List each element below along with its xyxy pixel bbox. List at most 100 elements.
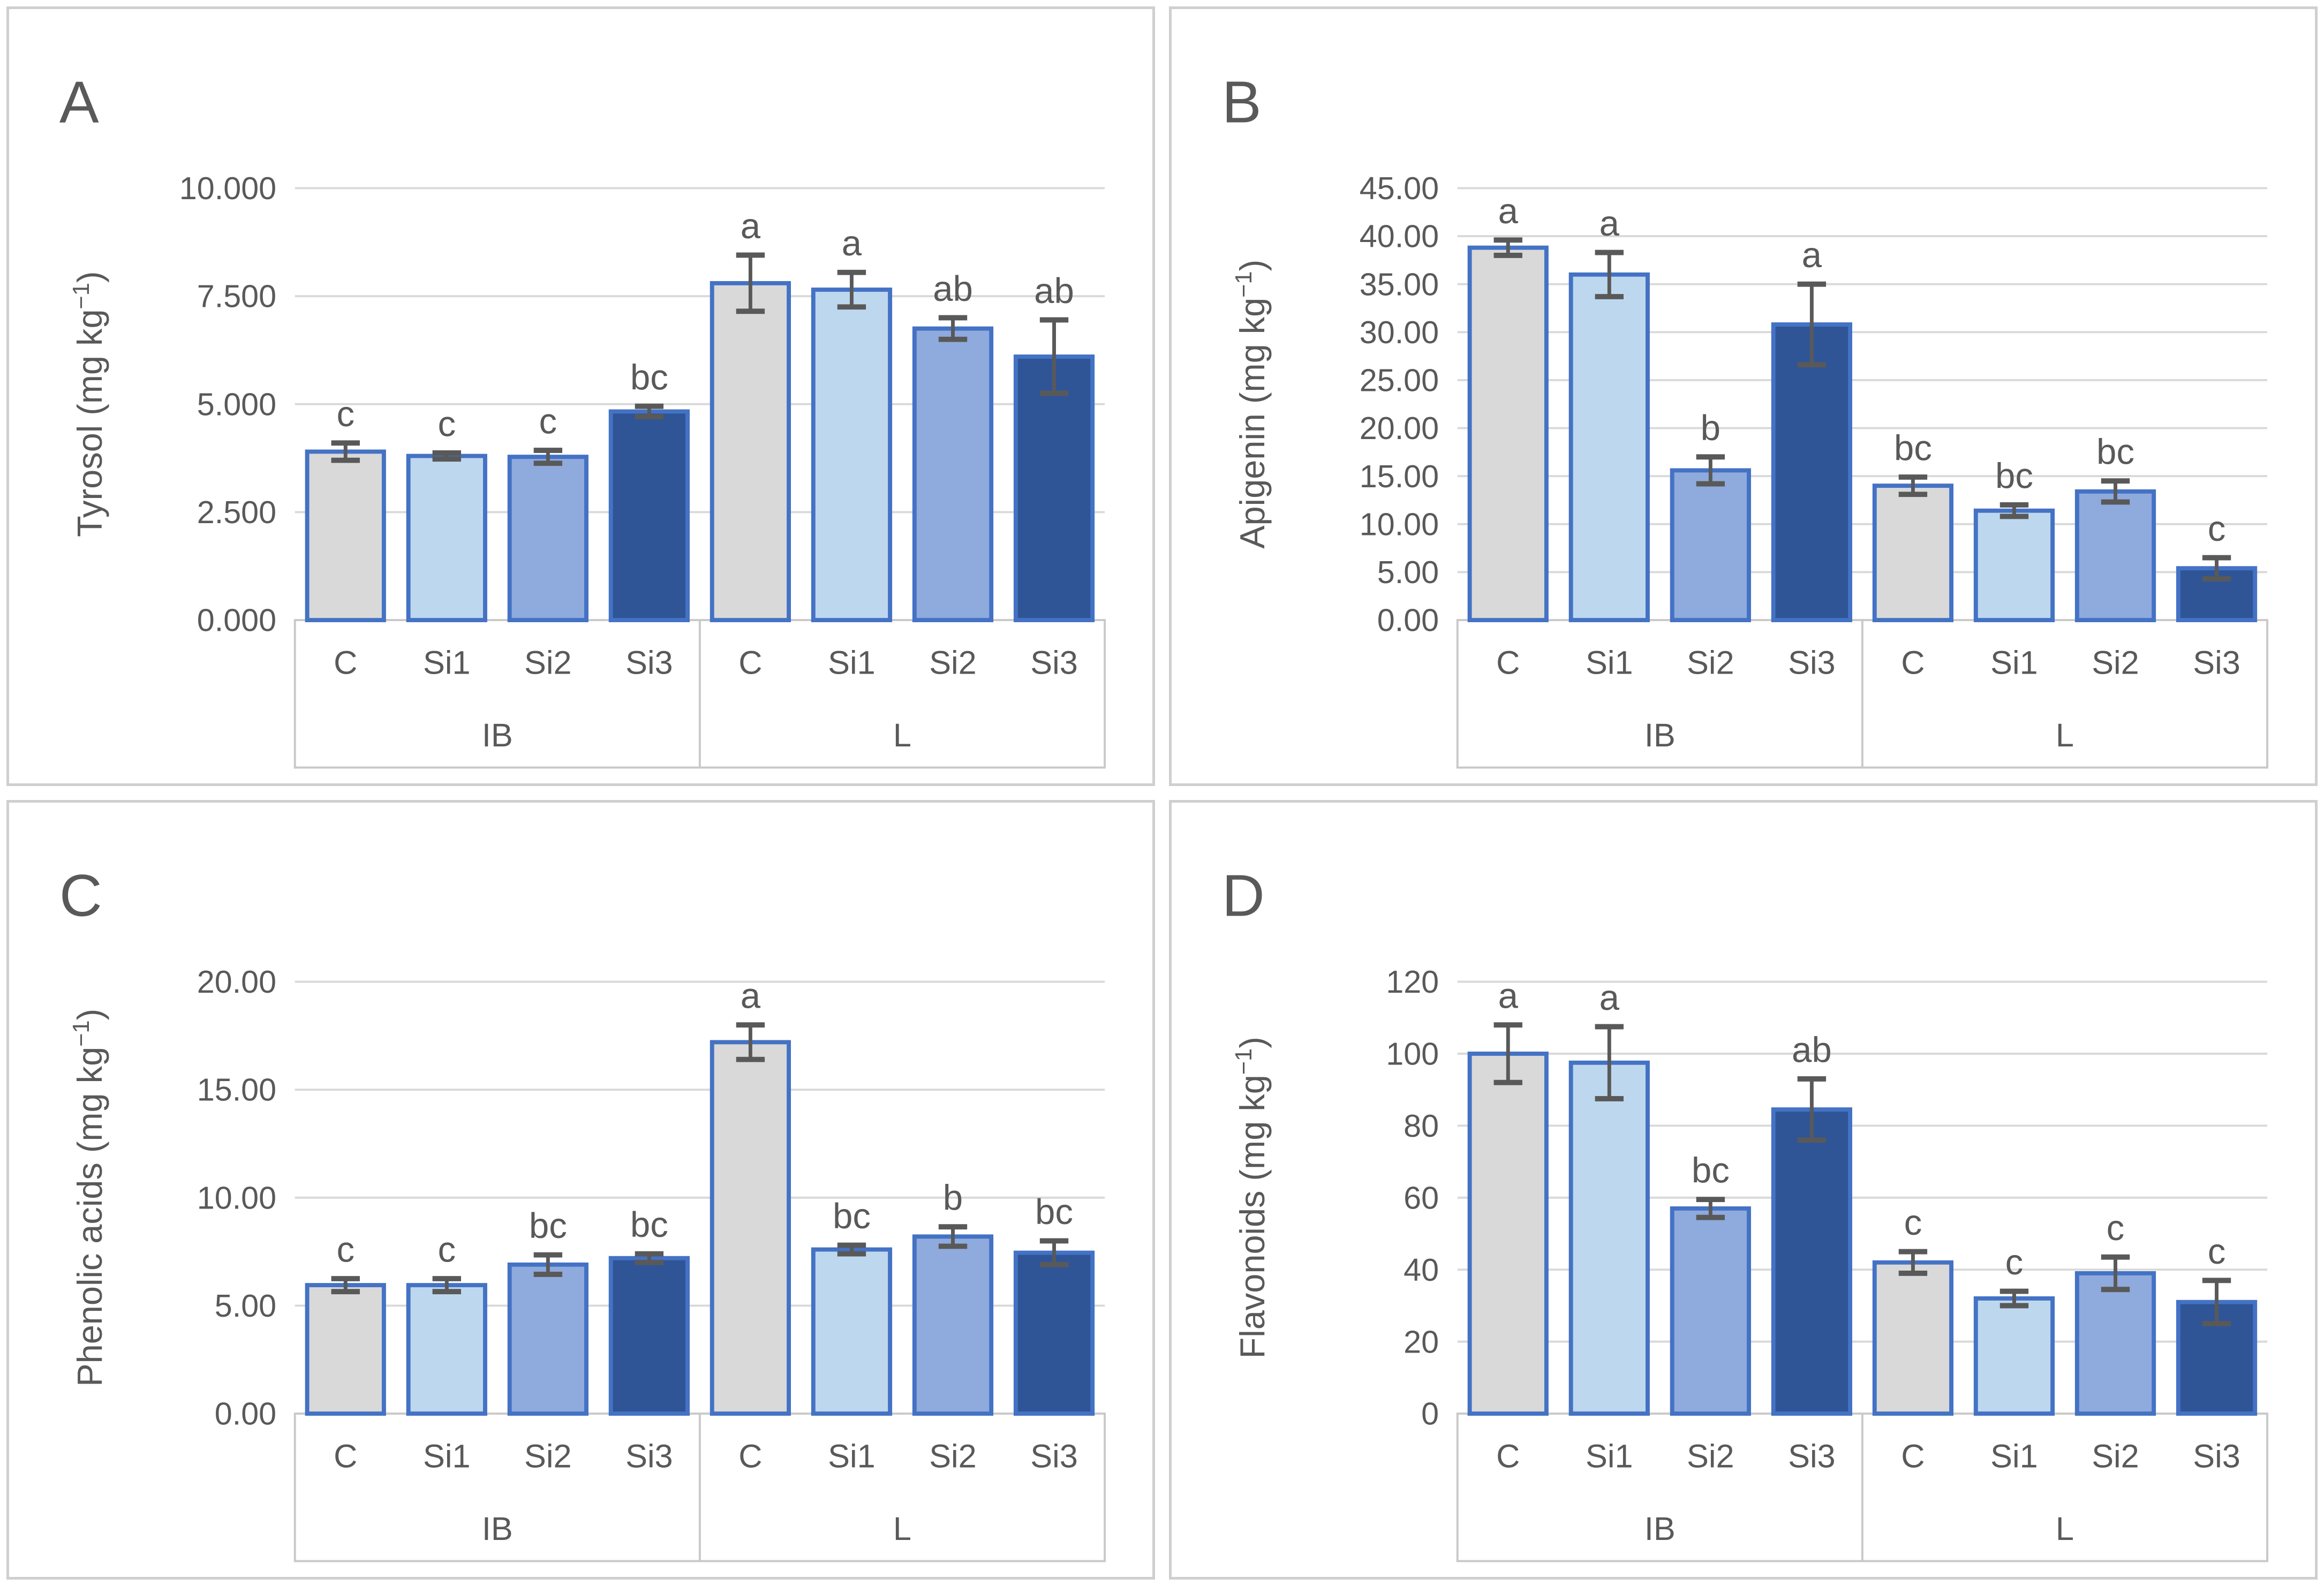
apigenin-bar-chart: 0.00 5.00 10.00 15.00 20.00 25.00 30.00 35.00 40… [1222,70,2269,769]
y-axis-title: Apigenin (mg kg−1) [1231,260,1272,549]
y-tick-label: 0.00 [215,1396,276,1432]
bar-L-Si2 [2074,1271,2156,1416]
group-label: L [893,717,911,753]
panel-d-flavonoids: 0 20 40 60 80 100 120 Flavonoids (mg kg−1) D IB a C… [1169,800,2318,1580]
y-tick-label: 10.000 [179,170,276,206]
panel-b-apigenin: 0.00 5.00 10.00 15.00 20.00 25.00 30.00 35.00 40… [1169,6,2318,786]
y-tick-label: 100 [1386,1036,1439,1072]
bar-IB-Si2 [1670,468,1751,622]
bar-IB-C [1467,1051,1549,1416]
significance-letter: c [336,1230,354,1270]
significance-letter: a [1498,976,1519,1016]
y-tick-label: 15.00 [1360,458,1439,494]
y-tick-label: 45.00 [1360,170,1439,206]
significance-letter: c [539,402,557,442]
treatment-label: C [738,645,762,681]
y-axis-title: Flavonoids (mg kg−1) [1231,1037,1272,1358]
y-tick-label: 20.00 [197,964,276,1000]
y-tick-label: 0 [1421,1396,1439,1432]
treatment-label: Si1 [1990,645,2038,681]
treatment-label: C [1901,1438,1925,1475]
y-axis-title: Tyrosol (mg kg−1) [69,271,109,537]
significance-letter: a [842,223,862,263]
treatment-label: Si2 [929,645,977,681]
treatment-label: Si3 [1030,645,1078,681]
group-label: IB [1644,1511,1676,1547]
treatment-label: Si2 [524,645,572,681]
y-tick-label: 2.500 [197,494,276,530]
significance-letter: c [2208,509,2226,549]
bar-L-C [1872,484,1954,622]
significance-letter: bc [1692,1151,1730,1191]
significance-letter: c [437,1230,456,1270]
bar-IB-C [305,449,386,622]
bar-IB-Si1 [1568,1060,1650,1416]
group-label: L [893,1511,911,1547]
treatment-label: Si1 [1586,1438,1633,1475]
bar-L-Si2 [912,326,994,622]
bar-IB-Si2 [1670,1206,1751,1416]
panel-c-phenolic-acids: 0.00 5.00 10.00 15.00 20.00 Phenolic acids (m… [6,800,1155,1580]
treatment-label: Si1 [1586,645,1633,681]
bar-L-Si1 [1973,1296,2055,1416]
significance-letter: a [1802,235,1822,275]
bar-L-C [710,281,791,622]
significance-letter: bc [529,1206,567,1246]
y-tick-label: 15.00 [197,1072,276,1108]
bar-IB-Si1 [1568,272,1650,622]
significance-letter: bc [1035,1192,1073,1232]
treatment-label: C [1496,1438,1520,1475]
y-tick-label: 0.000 [197,602,276,638]
treatment-label: Si1 [1990,1438,2038,1475]
bar-L-Si1 [811,1247,893,1416]
bar-IB-Si3 [1771,322,1852,622]
significance-letter: c [336,394,354,434]
group-label: IB [482,717,513,753]
bar-L-Si3 [2176,566,2258,622]
treatment-label: Si3 [625,1438,673,1475]
panel-label: D [1222,863,1265,929]
significance-letter: bc [630,357,668,397]
bar-L-Si1 [811,288,893,622]
treatment-label: C [1901,645,1925,681]
bar-IB-Si1 [406,1283,487,1416]
bar-L-C [1872,1260,1954,1416]
group-label: IB [482,1511,513,1547]
significance-letter: c [2005,1242,2024,1282]
significance-letter: a [741,976,761,1016]
y-tick-label: 5.000 [197,387,276,422]
significance-letter: c [437,404,456,444]
bar-IB-Si2 [507,1262,588,1416]
y-tick-label: 60 [1404,1180,1439,1216]
treatment-label: Si2 [2092,645,2139,681]
significance-letter: ab [1792,1030,1832,1070]
bar-L-Si2 [912,1234,994,1416]
phenolic-acids-bar-chart: 0.00 5.00 10.00 15.00 20.00 Phenolic acids (m… [59,863,1106,1562]
y-tick-label: 40 [1404,1252,1439,1288]
y-tick-label: 0.00 [1377,602,1439,638]
y-tick-label: 80 [1404,1108,1439,1144]
significance-letter: c [2107,1208,2125,1248]
significance-letter: bc [1894,428,1932,469]
treatment-label: Si2 [524,1438,572,1475]
significance-letter: bc [833,1196,871,1236]
significance-letter: a [741,206,761,246]
treatment-label: Si2 [1687,1438,1734,1475]
bar-L-Si1 [1973,508,2055,622]
y-tick-label: 35.00 [1360,266,1439,302]
treatment-label: Si1 [423,1438,471,1475]
y-tick-label: 25.00 [1360,362,1439,398]
y-tick-label: 30.00 [1360,314,1439,350]
y-tick-label: 10.00 [197,1180,276,1216]
flavonoids-bar-chart: 0 20 40 60 80 100 120 Flavonoids (mg kg−1) D IB a C… [1222,863,2269,1562]
significance-letter: c [1904,1203,1922,1243]
treatment-label: C [334,1438,357,1475]
y-tick-label: 20.00 [1360,410,1439,446]
panel-a-tyrosol: 0.000 2.500 5.000 7.500 10.000 Tyrosol (mg kg… [6,6,1155,786]
bar-IB-Si2 [507,455,588,622]
treatment-label: Si2 [2092,1438,2139,1475]
treatment-label: C [1496,645,1520,681]
treatment-label: Si1 [828,1438,876,1475]
bar-IB-C [1467,245,1549,622]
